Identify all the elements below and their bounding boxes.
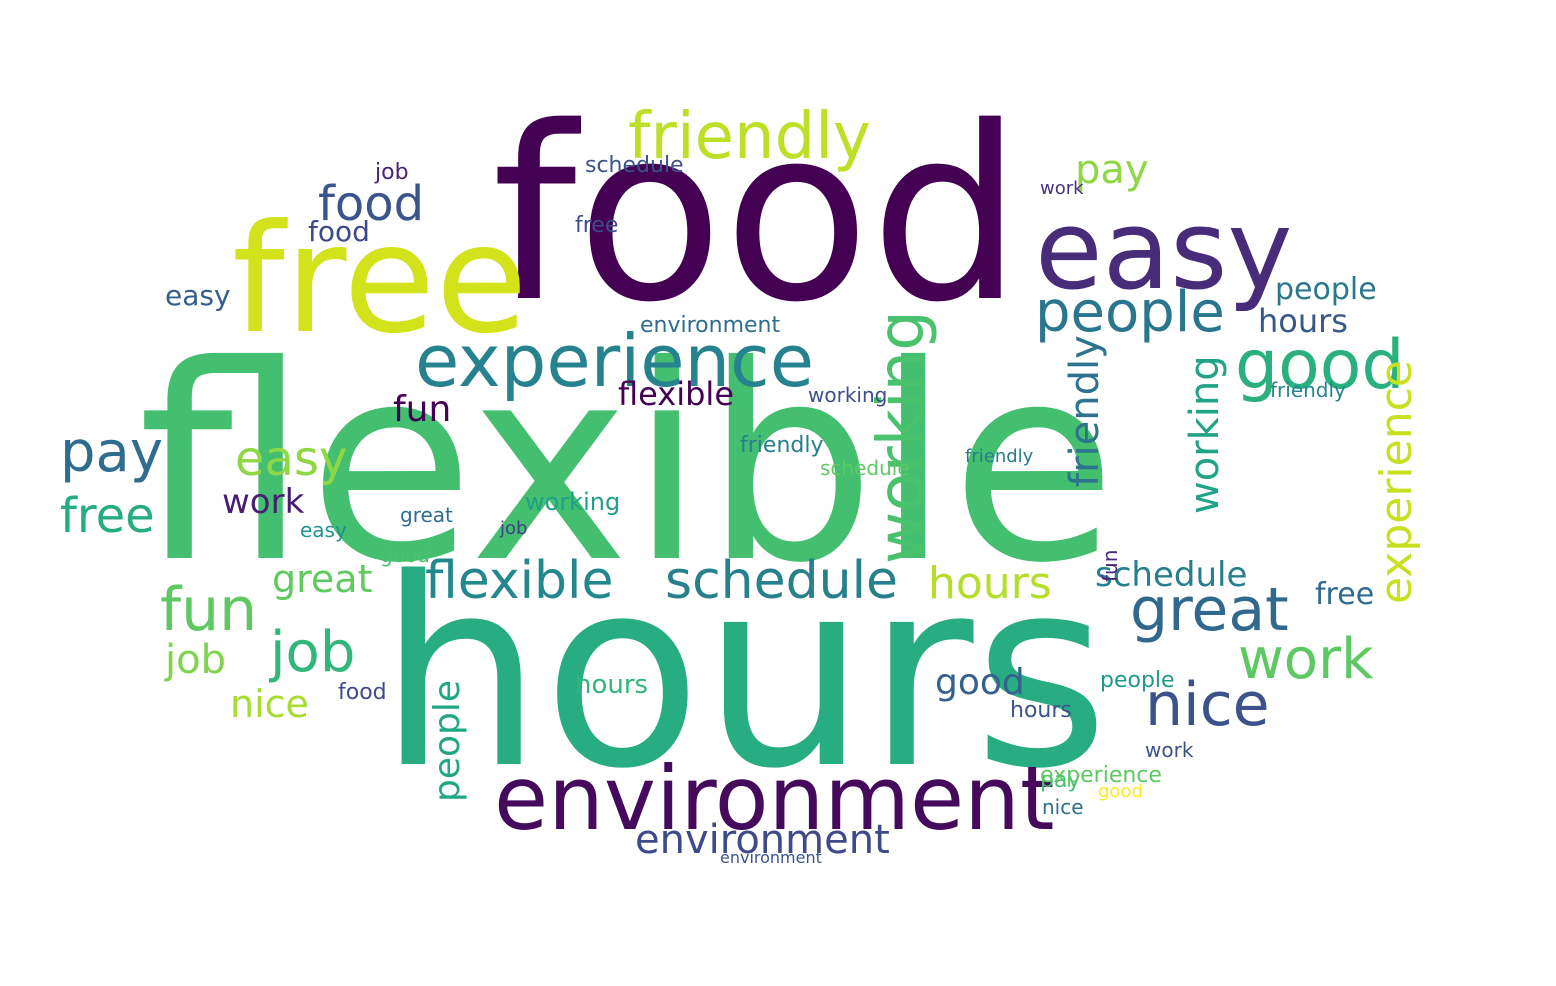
word: working: [865, 310, 939, 564]
word: easy: [235, 431, 348, 487]
word: easy: [165, 279, 231, 312]
word: hours: [928, 558, 1052, 609]
word: friendly: [965, 446, 1034, 467]
word: nice: [230, 682, 309, 726]
word: flexible: [138, 307, 1117, 622]
word: fun: [393, 389, 452, 430]
word: job: [375, 160, 409, 185]
word: pay: [1040, 768, 1081, 793]
word: pay: [1075, 147, 1149, 193]
word: hours: [378, 524, 1109, 826]
word: working: [1182, 355, 1228, 514]
word: schedule: [585, 153, 684, 178]
word: people: [1100, 668, 1175, 693]
word: job: [165, 637, 226, 683]
word: friendly: [1062, 335, 1108, 487]
word: good: [935, 662, 1025, 703]
word: schedule: [665, 551, 899, 611]
word: working: [808, 383, 888, 407]
word: job: [500, 518, 528, 539]
word: easy: [300, 518, 347, 542]
word: free: [232, 193, 528, 367]
word: hours: [1258, 302, 1348, 340]
word: good: [380, 543, 430, 567]
word: pay: [60, 420, 164, 485]
word: environment: [640, 313, 781, 338]
word: hours: [575, 670, 649, 700]
word: food: [492, 75, 1023, 355]
word: working: [525, 488, 621, 516]
word: hours: [1010, 698, 1072, 723]
word: free: [1315, 577, 1375, 612]
word: free: [60, 488, 155, 544]
word: friendly: [740, 433, 824, 458]
word: easy: [1035, 186, 1293, 314]
word: people: [1035, 280, 1225, 345]
word: great: [400, 503, 453, 527]
word: environment: [720, 848, 822, 867]
word: experience: [415, 319, 815, 403]
word: experience: [1040, 763, 1162, 788]
word: food: [318, 176, 425, 232]
word: people: [1275, 272, 1377, 307]
word: food: [338, 680, 387, 705]
word: fun: [160, 575, 258, 645]
word: nice: [1042, 795, 1084, 819]
word: environment: [494, 747, 1055, 850]
word: people: [427, 679, 468, 802]
word: good: [1235, 326, 1405, 405]
word: work: [222, 482, 305, 522]
word: work: [1145, 738, 1194, 762]
word: environment: [635, 817, 890, 863]
word: fun: [1098, 549, 1122, 582]
word: food: [308, 215, 370, 248]
word: good: [1098, 781, 1143, 802]
word: flexible: [425, 551, 614, 611]
word: work: [1040, 178, 1084, 199]
word: schedule: [820, 456, 910, 480]
word: work: [1238, 627, 1374, 692]
word: schedule: [1095, 555, 1248, 595]
word: experience: [1371, 360, 1422, 604]
word: nice: [1145, 670, 1270, 740]
word: friendly: [1270, 378, 1346, 402]
word: great: [272, 557, 373, 601]
word: flexible: [618, 375, 734, 413]
word: great: [1130, 575, 1289, 645]
word: job: [270, 620, 356, 685]
word: free: [575, 213, 619, 238]
word: friendly: [628, 100, 871, 174]
